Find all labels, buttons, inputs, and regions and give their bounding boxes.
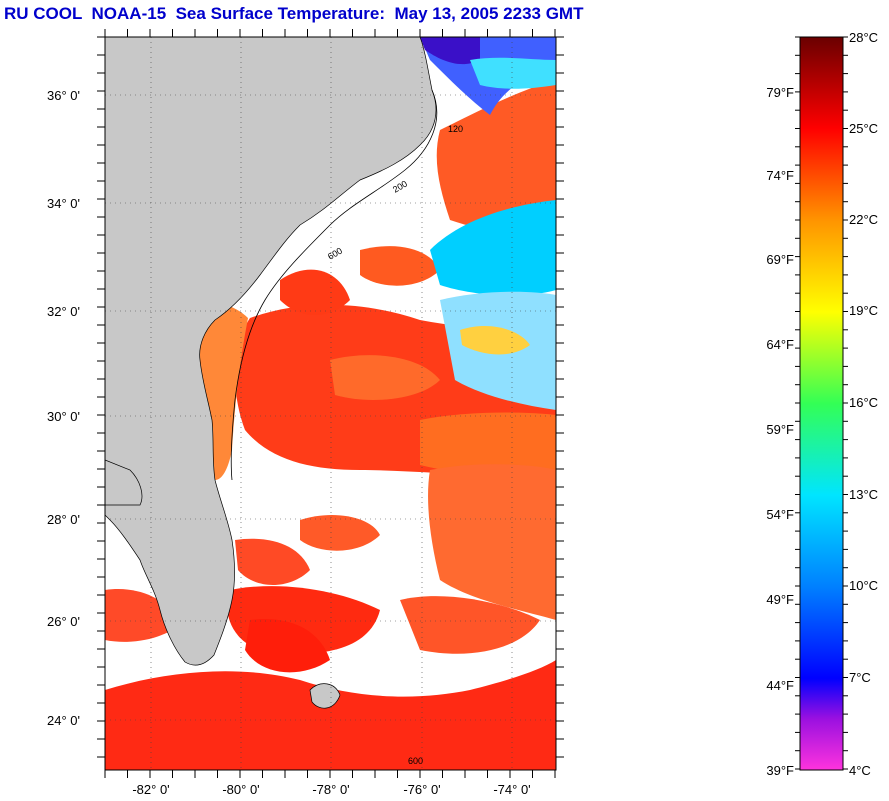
map-panel: 200 600 120 600 (105, 37, 556, 770)
map-ticks (97, 29, 564, 778)
colorbar-celsius-label: 22°C (849, 212, 878, 227)
colorbar-celsius-label: 25°C (849, 121, 878, 136)
isobath-label: 120 (448, 124, 463, 134)
colorbar-celsius-label: 7°C (849, 670, 871, 685)
colorbar-celsius-label: 10°C (849, 578, 878, 593)
colorbar-fahrenheit-label: 39°F (766, 763, 794, 778)
longitude-labels: -82° 0' -80° 0' -78° 0' -76° 0' -74° 0' (132, 782, 530, 797)
colorbar-celsius-label: 4°C (849, 763, 871, 778)
lon-label: -82° 0' (132, 782, 169, 797)
colorbar-fahrenheit-label: 64°F (766, 337, 794, 352)
lat-label: 34° 0' (47, 196, 80, 211)
colorbar: 28°C 25°C 22°C 19°C 16°C 13°C 10°C 7°C 4… (766, 30, 878, 778)
colorbar-celsius-label: 28°C (849, 30, 878, 45)
land-keys (105, 459, 143, 506)
lat-lon-grid (105, 37, 556, 770)
colorbar-celsius-label: 13°C (849, 487, 878, 502)
land-bahamas (309, 683, 341, 709)
colorbar-ticks (795, 36, 848, 770)
land-mass (105, 37, 437, 666)
colorbar-fahrenheit-label: 74°F (766, 168, 794, 183)
colorbar-fahrenheit-label: 69°F (766, 252, 794, 267)
colorbar-fahrenheit-label: 59°F (766, 422, 794, 437)
lat-label: 28° 0' (47, 512, 80, 527)
isobath-line (230, 89, 438, 481)
colorbar-fahrenheit-label: 54°F (766, 507, 794, 522)
lon-label: -80° 0' (222, 782, 259, 797)
colorbar-fahrenheit-label: 79°F (766, 85, 794, 100)
colorbar-celsius-label: 16°C (849, 395, 878, 410)
lat-label: 36° 0' (47, 88, 80, 103)
lon-label: -76° 0' (403, 782, 440, 797)
lat-label: 26° 0' (47, 614, 80, 629)
lon-label: -74° 0' (493, 782, 530, 797)
colorbar-fahrenheit-label: 49°F (766, 592, 794, 607)
lat-label: 32° 0' (47, 304, 80, 319)
latitude-labels: 36° 0' 34° 0' 32° 0' 30° 0' 28° 0' 26° 0… (47, 88, 80, 728)
lat-label: 30° 0' (47, 409, 80, 424)
colorbar-celsius-label: 19°C (849, 303, 878, 318)
colorbar-fahrenheit-label: 44°F (766, 678, 794, 693)
lat-label: 24° 0' (47, 713, 80, 728)
isobath-label: 600 (408, 756, 423, 766)
sst-cool-water (420, 37, 556, 410)
lon-label: -78° 0' (312, 782, 349, 797)
colorbar-gradient (800, 37, 843, 770)
page-title: RU COOL NOAA-15 Sea Surface Temperature:… (4, 4, 584, 23)
